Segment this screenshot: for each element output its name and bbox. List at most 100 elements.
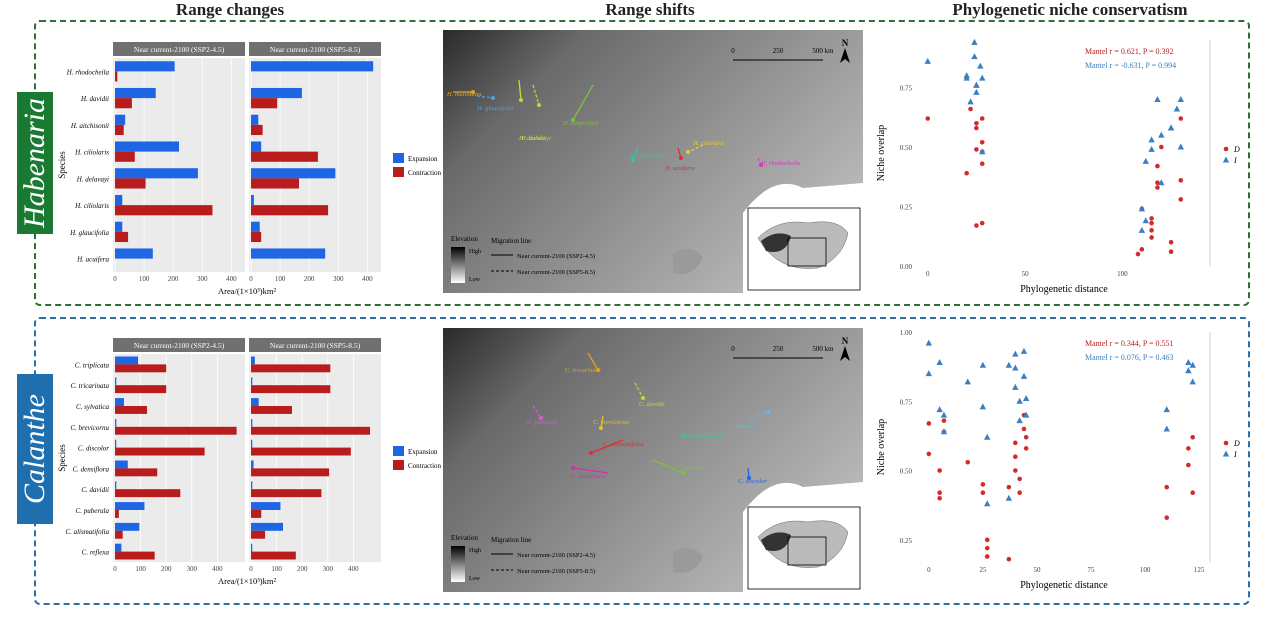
niche-overlap-i-point: [984, 433, 991, 440]
contraction-bar: [251, 510, 262, 518]
contraction-bar: [251, 447, 351, 456]
x-tick-label: 0: [927, 566, 931, 574]
expansion-bar: [115, 221, 123, 232]
x-tick-label: 100: [135, 565, 146, 573]
niche-overlap-i-point: [1020, 372, 1028, 379]
expansion-bar: [115, 398, 124, 406]
expansion-bar: [115, 168, 198, 179]
contraction-bar: [251, 364, 331, 373]
migration-arrow-head: [681, 471, 685, 475]
category-label: C. reflexa: [82, 549, 110, 557]
niche-overlap-d-point: [1149, 228, 1154, 233]
legend-expansion-swatch: [393, 153, 404, 163]
migration-ssp245-label: Near current-2100 (SSP2-4.5): [517, 253, 595, 260]
species-map-label: H. delavayi: [520, 135, 551, 142]
niche-overlap-d-point: [937, 490, 942, 496]
expansion-bar: [251, 61, 374, 72]
expansion-bar: [115, 418, 117, 427]
x-tick-label: 400: [362, 275, 373, 283]
species-map-label: C. reflexa: [728, 423, 753, 430]
expansion-bar: [251, 168, 336, 179]
legend-contraction-label: Contraction: [408, 462, 442, 470]
legend-d-label: D: [1233, 439, 1240, 448]
x-tick-label: 0: [249, 275, 253, 283]
expansion-bar: [115, 481, 117, 490]
category-label: C. davidii: [81, 486, 109, 494]
niche-overlap-d-point: [1139, 247, 1145, 252]
x-tick-label: 0: [113, 275, 117, 283]
niche-overlap-i-point: [1148, 145, 1155, 152]
expansion-bar: [115, 502, 145, 510]
habenaria-range-shift-map: 0 250 500 km N Elevation High Low Migration lin…: [443, 30, 863, 293]
contraction-bar: [251, 205, 329, 216]
north-arrow-label: N: [842, 38, 849, 48]
legend-contraction-label: Contraction: [408, 169, 442, 177]
x-tick-label: 100: [1140, 566, 1151, 574]
niche-overlap-d-point: [974, 125, 979, 131]
niche-overlap-d-point: [1023, 435, 1029, 440]
legend-d-swatch: [1223, 146, 1229, 152]
x-axis-label: Phylogenetic distance: [1020, 284, 1108, 295]
expansion-bar: [251, 502, 281, 510]
category-label: H. rhodocheila: [66, 68, 110, 76]
contraction-bar: [115, 447, 205, 456]
x-tick-label: 25: [979, 566, 987, 574]
elevation-legend-title: Elevation: [451, 534, 478, 542]
expansion-bar: [251, 141, 262, 152]
species-map-label: H. limprichtii: [562, 120, 599, 127]
niche-overlap-d-point: [1017, 476, 1022, 482]
x-tick-label: 400: [348, 565, 359, 573]
species-map-label: C. davidii: [639, 401, 665, 408]
genus-label-habenaria: Habenaria: [17, 92, 53, 234]
niche-overlap-d-point: [984, 537, 990, 543]
contraction-bar: [115, 468, 158, 477]
expansion-bar: [251, 87, 302, 99]
expansion-bar: [251, 194, 254, 206]
legend-contraction-swatch: [393, 167, 404, 177]
scale-label: 500 km: [812, 47, 834, 55]
elevation-high-label: High: [469, 548, 481, 554]
niche-overlap-i-point: [936, 406, 943, 413]
migration-arrow: [590, 439, 624, 454]
legend-i-label: I: [1233, 450, 1237, 459]
niche-overlap-i-point: [1022, 395, 1030, 402]
category-label: H. ciliolaris: [74, 202, 109, 210]
y-tick-label: 1.00: [900, 329, 913, 337]
migration-arrow: [687, 144, 704, 153]
north-arrow-label: N: [842, 336, 849, 346]
migration-arrow-head: [539, 416, 543, 420]
y-tick-label: 0.25: [900, 537, 913, 545]
category-label: C. alismatifolia: [65, 528, 109, 536]
habenaria-niche-overlap-chart: 0 50 100 0.00 0.25 0.50 0.75 Phylogenetic dista…: [876, 38, 1240, 295]
north-arrow-icon: [840, 346, 850, 361]
migration-arrow-head: [631, 158, 635, 162]
x-tick-label: 300: [197, 275, 208, 283]
x-axis-label: Phylogenetic distance: [1020, 580, 1108, 591]
expansion-bar: [251, 248, 326, 259]
inset-highland: [761, 532, 791, 551]
contraction-bar: [251, 98, 278, 109]
migration-arrow-head: [766, 410, 770, 414]
x-tick-label: 300: [187, 565, 198, 573]
migration-arrow: [634, 382, 644, 399]
niche-overlap-i-point: [1142, 217, 1149, 224]
migration-arrow-head: [571, 118, 575, 122]
mantel-i-annotation: Mantel r = -0.631, P = 0.994: [1085, 61, 1176, 70]
migration-arrow-head: [471, 90, 475, 94]
species-map-label: C. brevicornu: [593, 419, 630, 426]
category-label: C. discolor: [78, 445, 109, 453]
x-tick-label: 50: [1033, 566, 1041, 574]
x-tick-label: 300: [333, 275, 344, 283]
habenaria-range-changes-chart: Species H. rhodocheila H. davidii H. aitchi…: [57, 42, 442, 296]
niche-overlap-i-point: [1167, 124, 1175, 131]
niche-overlap-d-point: [1164, 515, 1170, 520]
niche-overlap-d-point: [1006, 484, 1012, 490]
elevation-legend-bar: [451, 546, 465, 582]
legend-contraction-swatch: [393, 460, 404, 470]
migration-arrow-head: [599, 426, 603, 430]
x-tick-label: 75: [1088, 566, 1096, 574]
contraction-bar: [251, 231, 262, 243]
expansion-bar: [115, 87, 156, 99]
migration-arrow: [572, 467, 609, 474]
migration-arrow: [476, 95, 494, 99]
